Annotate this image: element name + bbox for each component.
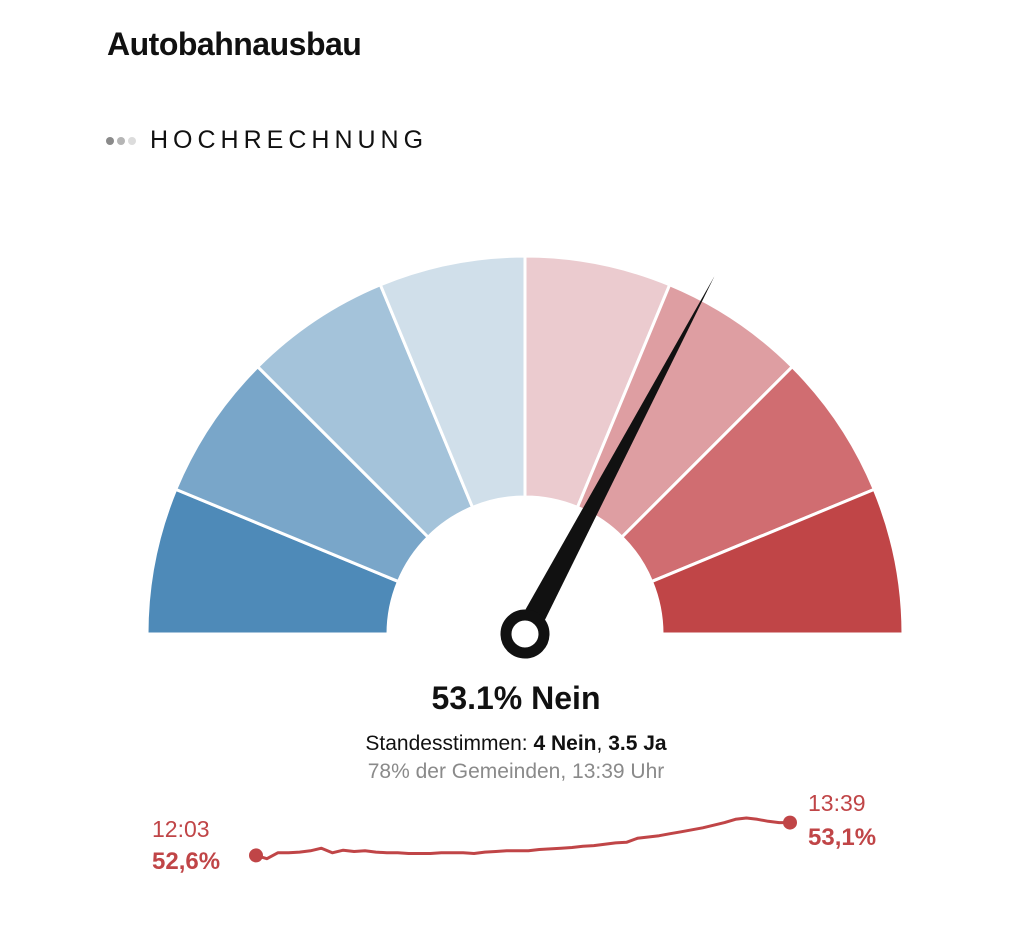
votes-ja: 3.5 Ja: [608, 732, 667, 755]
trend-start-value: 52,6%: [152, 848, 221, 875]
page-title: Autobahnausbau: [107, 26, 362, 62]
status-dot: [106, 136, 114, 145]
votes-nein: 4 Nein: [533, 732, 597, 755]
gauge-needle: [500, 276, 715, 659]
votes-prefix: Standesstimmen:: [365, 732, 534, 755]
gauge-hub: [500, 609, 550, 659]
status-label: HOCHRECHNUNG: [150, 126, 429, 154]
result-headline: 53.1% Nein: [431, 680, 601, 716]
trend-start-point: [249, 848, 263, 863]
votes-separator: ,: [596, 732, 609, 755]
cantonal-votes: Standesstimmen: 4 Nein, 3.5 Ja: [0, 732, 1032, 756]
status-dot: [117, 136, 125, 145]
trend-end-value: 53,1%: [808, 824, 877, 851]
trend-start-time: 12:03: [152, 816, 210, 842]
trend-end-time: 13:39: [808, 790, 866, 816]
gauge-needle-pointer: [525, 276, 715, 620]
trend-end-point: [783, 815, 797, 830]
status-dot: [128, 136, 136, 145]
count-progress-info: 78% der Gemeinden, 13:39 Uhr: [367, 760, 665, 783]
gauge-segment: [649, 487, 905, 636]
trend-line: [255, 816, 790, 861]
status-dots-icon: [106, 136, 136, 145]
status-indicator: HOCHRECHNUNG: [106, 126, 428, 155]
gauge-segments: [145, 254, 905, 636]
result-gauge: [145, 254, 905, 659]
